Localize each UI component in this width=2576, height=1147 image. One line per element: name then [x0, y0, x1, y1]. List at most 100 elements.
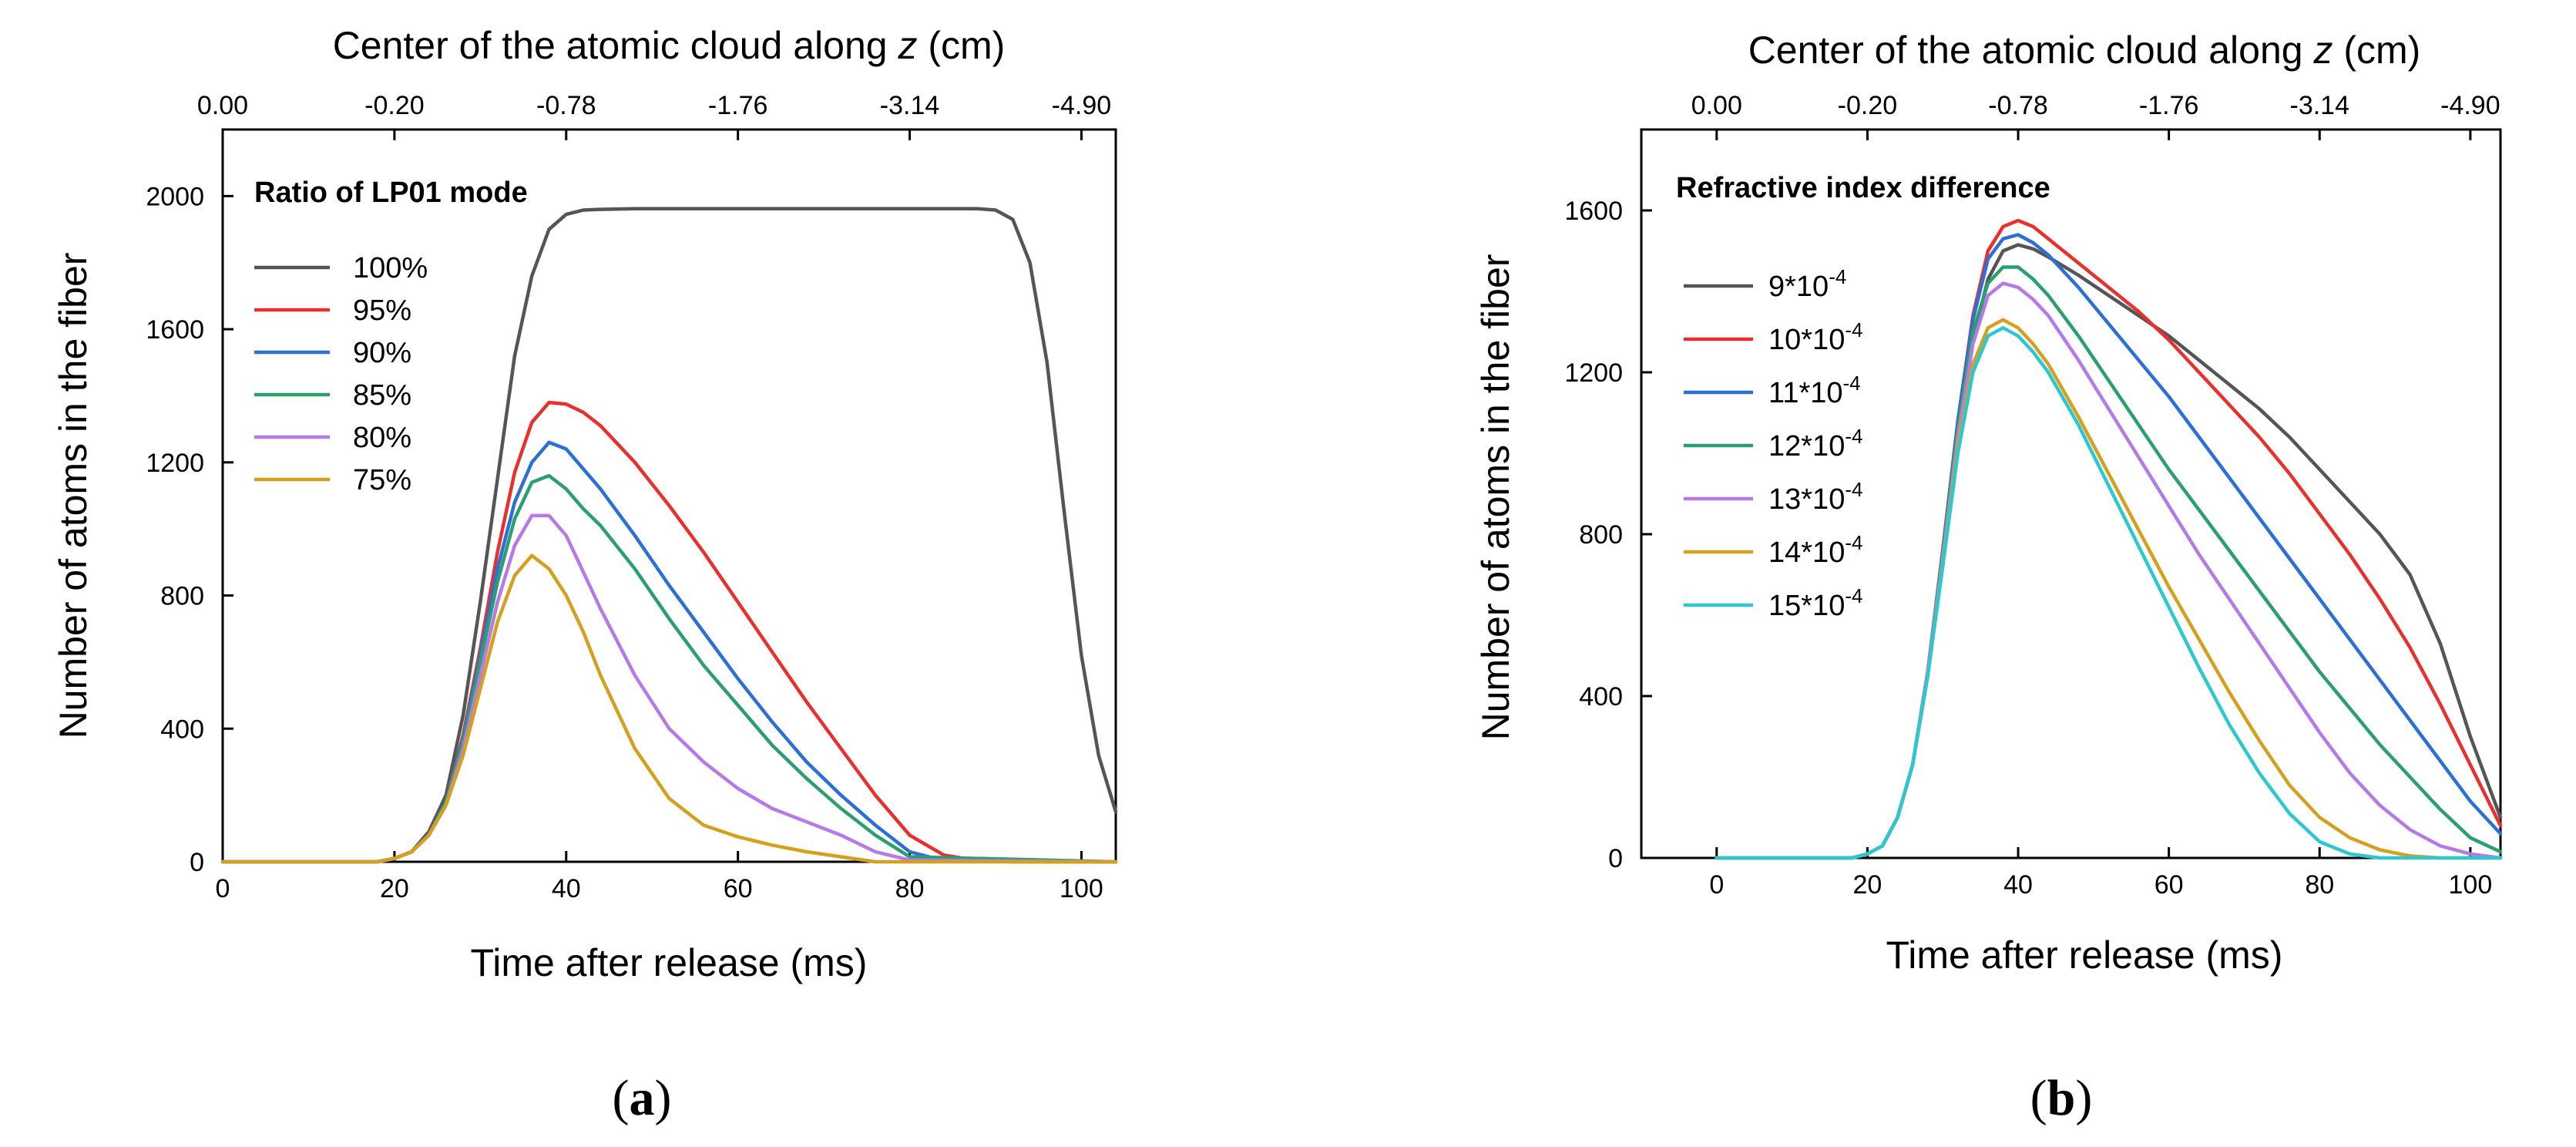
legend-label-text-b-6: 15*10	[1768, 590, 1845, 622]
top-tick-label-b-0: 0.00	[1691, 91, 1742, 120]
y-tick-label-b-1: 400	[1579, 682, 1623, 711]
top-tick-label-b-1: -0.20	[1838, 91, 1898, 120]
x-tick-label-a-5: 100	[1060, 874, 1103, 903]
top-tick-label-a-4: -3.14	[880, 91, 940, 120]
top-tick-label-b-2: -0.78	[1988, 91, 2048, 120]
y-tick-label-a-1: 400	[160, 715, 204, 744]
legend-label-exp-b-2: -4	[1843, 372, 1861, 395]
y-tick-label-a-0: 0	[190, 848, 204, 877]
legend-label-exp-b-1: -4	[1845, 318, 1862, 341]
legend-label-text-b-5: 14*10	[1768, 536, 1845, 569]
y-tick-label-b-2: 800	[1579, 520, 1623, 550]
tick-marks-a	[221, 130, 1083, 863]
legend-label-text-a-1: 95%	[353, 294, 411, 327]
legend-label-text-a-4: 80%	[353, 422, 411, 454]
legend-label-a-1: 95%	[353, 294, 411, 327]
legend-label-b-4: 13*10-4	[1768, 478, 1862, 516]
x-axis-title-a: Time after release (ms)	[471, 941, 868, 984]
legend-label-a-2: 90%	[353, 337, 411, 369]
top-axis-title-unit-a: (cm)	[917, 24, 1005, 67]
legend-label-text-b-2: 11*10	[1768, 377, 1843, 409]
x-tick-label-b-2: 40	[2003, 870, 2033, 900]
y-axis-title-b: Number of atoms in the fiber	[1474, 254, 1517, 741]
tick-labels-b: 0 20 40 60 80 100 0 400 800 1200 1600 0.00 -0.20 -0.7…	[1564, 91, 2500, 900]
series-line-a-0	[220, 207, 1118, 864]
series-lines-a	[220, 207, 1118, 864]
top-tick-label-a-1: -0.20	[364, 91, 425, 120]
x-tick-label-a-1: 20	[380, 874, 409, 903]
x-tick-label-b-4: 80	[2305, 870, 2334, 900]
top-tick-label-a-2: -0.78	[536, 91, 596, 120]
top-axis-title-a: Center of the atomic cloud along z (cm)	[333, 24, 1006, 67]
legend-label-text-b-4: 13*10	[1768, 483, 1845, 516]
series-line-b-4	[1715, 281, 2503, 860]
tick-marks-b	[1641, 130, 2472, 859]
legend-label-text-b-0: 9*10	[1768, 271, 1829, 303]
legend-label-b-0: 9*10-4	[1768, 265, 1846, 303]
plot-frame-a	[221, 128, 1117, 863]
legend-label-b-3: 12*10-4	[1768, 425, 1862, 462]
top-tick-label-b-3: -1.76	[2139, 91, 2199, 120]
top-axis-title-italic-a: z	[897, 24, 917, 67]
panel-label-letter-a: a	[630, 1070, 655, 1126]
top-tick-label-a-0: 0.00	[197, 91, 248, 120]
x-tick-label-a-2: 40	[552, 874, 581, 903]
series-line-a-3	[220, 473, 1118, 864]
y-tick-label-a-5: 2000	[146, 182, 204, 211]
legend-label-a-3: 85%	[353, 379, 411, 412]
top-tick-label-b-4: -3.14	[2290, 91, 2350, 120]
legend-label-text-b-1: 10*10	[1768, 324, 1845, 356]
panel-label-a: (a)	[613, 1070, 672, 1126]
legend-label-text-a-3: 85%	[353, 379, 411, 412]
x-tick-label-b-5: 100	[2449, 870, 2493, 900]
panel-label-b: (b)	[2030, 1070, 2093, 1126]
x-tick-label-b-1: 20	[1853, 870, 1882, 900]
legend-label-a-0: 100%	[353, 252, 428, 284]
y-tick-label-b-3: 1200	[1564, 358, 1623, 388]
series-line-a-4	[220, 513, 1118, 864]
x-tick-label-b-3: 60	[2155, 870, 2184, 900]
plot-frame-b	[1640, 128, 2502, 859]
legend-label-b-6: 15*10-4	[1768, 584, 1862, 622]
y-tick-label-b-4: 1600	[1564, 197, 1623, 226]
y-tick-label-a-4: 1600	[146, 315, 204, 345]
x-tick-label-a-0: 0	[216, 874, 230, 903]
chart-panel-a: 0 20 40 60 80 100 0 400 800 1200 1600 2000 0.00 -0.20…	[52, 24, 1118, 1126]
legend-label-exp-b-3: -4	[1845, 425, 1862, 448]
chart-panel-b: 0 20 40 60 80 100 0 400 800 1200 1600 0.00 -0.20 -0.7…	[1474, 29, 2503, 1126]
legend-label-text-a-2: 90%	[353, 337, 411, 369]
legend-a: Ratio of LP01 mode 100% 95% 90% 85% 80% 75%	[254, 177, 528, 496]
top-tick-label-a-3: -1.76	[708, 91, 768, 120]
series-line-a-5	[220, 553, 1118, 864]
top-axis-title-b: Center of the atomic cloud along z (cm)	[1748, 29, 2421, 72]
panel-label-letter-b: b	[2047, 1070, 2076, 1126]
top-axis-title-text-a: Center of the atomic cloud along	[333, 24, 898, 67]
legend-label-a-4: 80%	[353, 422, 411, 454]
legend-title-b: Refractive index difference	[1676, 172, 2050, 204]
x-tick-label-b-0: 0	[1709, 870, 1724, 900]
legend-title-a: Ratio of LP01 mode	[254, 177, 528, 209]
legend-label-exp-b-4: -4	[1845, 478, 1862, 501]
legend-label-text-a-5: 75%	[353, 464, 411, 496]
x-tick-label-a-3: 60	[724, 874, 753, 903]
series-line-b-6	[1715, 326, 2503, 860]
legend-label-exp-b-0: -4	[1829, 265, 1846, 288]
legend-label-exp-b-5: -4	[1845, 531, 1862, 554]
legend-label-exp-b-6: -4	[1845, 584, 1862, 607]
legend-label-b-2: 11*10-4	[1768, 372, 1861, 409]
legend-b: Refractive index difference 9*10-410*10-…	[1676, 172, 2050, 622]
top-axis-title-italic-b: z	[2312, 29, 2333, 72]
legend-label-text-b-3: 12*10	[1768, 430, 1845, 462]
legend-label-text-a-0: 100%	[353, 252, 428, 284]
top-tick-label-a-5: -4.90	[1052, 91, 1112, 120]
y-tick-label-a-2: 800	[160, 582, 204, 611]
series-lines-b	[1715, 218, 2503, 860]
tick-labels-a: 0 20 40 60 80 100 0 400 800 1200 1600 2000 0.00 -0.20…	[146, 91, 1111, 903]
top-tick-label-b-5: -4.90	[2440, 91, 2500, 120]
legend-label-b-1: 10*10-4	[1768, 318, 1862, 356]
x-tick-label-a-4: 80	[895, 874, 925, 903]
legend-label-b-5: 14*10-4	[1768, 531, 1862, 569]
top-axis-title-unit-b: (cm)	[2333, 29, 2420, 72]
y-tick-label-b-0: 0	[1608, 844, 1623, 873]
